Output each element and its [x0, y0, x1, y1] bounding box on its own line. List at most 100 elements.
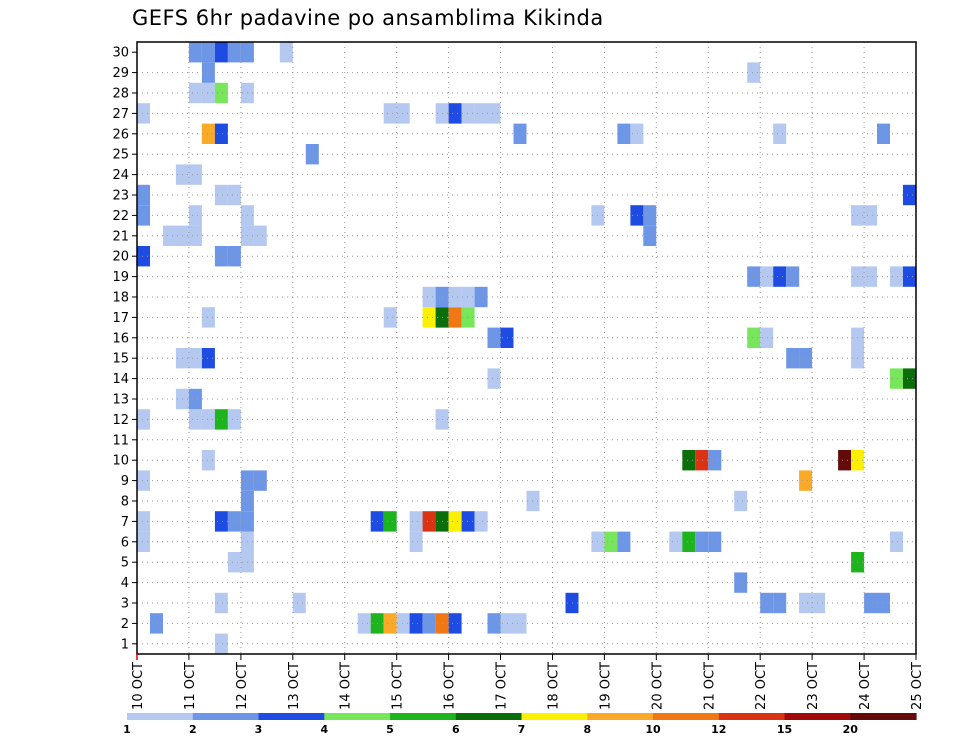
colorbar-label: 12	[711, 723, 726, 736]
heatmap-cell	[253, 470, 267, 491]
y-tick-label: 15	[112, 352, 129, 367]
x-tick-label: 18 OCT	[547, 662, 562, 710]
colorbar-segment	[324, 713, 391, 720]
colorbar-label: 5	[386, 723, 394, 736]
heatmap-cell	[461, 511, 475, 532]
y-tick-label: 28	[112, 87, 129, 102]
y-tick-label: 4	[121, 576, 129, 591]
colorbar: 1 2 3 4 5 6 7 8 10 12 15 20	[123, 713, 917, 736]
colorbar-label: 8	[583, 723, 591, 736]
x-tick-label: 24 OCT	[858, 662, 873, 710]
y-tick-label: 8	[121, 495, 129, 510]
heatmap-cell	[747, 62, 761, 83]
heatmap-cell	[253, 225, 267, 246]
heatmap-cell	[487, 327, 501, 348]
y-tick-label: 12	[112, 413, 129, 428]
heatmap-cell	[201, 42, 215, 63]
heatmap-cell	[357, 613, 371, 634]
gridlines	[137, 42, 916, 654]
heatmap-cell	[214, 511, 228, 532]
colorbar-segment	[455, 713, 523, 720]
heatmap-cell	[201, 307, 215, 328]
heatmap-cell	[188, 225, 202, 246]
heatmap-cell	[448, 103, 462, 124]
y-tick-label: 25	[112, 148, 129, 163]
y-tick-label: 14	[112, 372, 129, 387]
heatmap-cell	[292, 592, 306, 614]
heatmap-cell	[279, 42, 293, 63]
colorbar-segment	[390, 713, 457, 720]
heatmap-cell	[137, 103, 150, 124]
heatmap-cell	[150, 613, 163, 634]
chart-title: GEFS 6hr padavine po ansamblima Kikinda	[132, 6, 604, 30]
colorbar-label: 4	[320, 723, 328, 736]
heatmap-cell	[188, 42, 202, 63]
y-tick-label: 29	[112, 66, 129, 81]
x-tick-label: 25 OCT	[910, 662, 925, 710]
heatmap-cell	[409, 613, 423, 634]
heatmap-cell	[461, 286, 475, 308]
x-tick-label: 16 OCT	[443, 662, 458, 710]
heatmap-cell	[773, 592, 787, 614]
heatmap-cell	[812, 592, 826, 614]
heatmap-cell	[695, 531, 709, 552]
heatmap-cell	[227, 552, 241, 573]
heatmap-cell	[214, 592, 228, 614]
y-tick-label: 9	[121, 474, 129, 489]
heatmap-cell	[643, 205, 657, 226]
heatmap-cell	[617, 531, 631, 552]
heatmap-cell	[214, 123, 228, 144]
x-tick-label: 22 OCT	[754, 662, 769, 710]
colorbar-segment	[127, 713, 194, 720]
y-tick-label: 1	[121, 637, 129, 652]
heatmap-cell	[137, 205, 150, 226]
heatmap-cell	[396, 103, 410, 124]
heatmap-cell	[214, 82, 228, 104]
heatmap-cell	[227, 184, 241, 206]
heatmap-cell	[396, 613, 410, 634]
y-tick-label: 22	[112, 209, 129, 224]
y-tick-label: 27	[112, 107, 129, 122]
heatmap-cell	[227, 511, 241, 532]
colorbar-label: 10	[645, 723, 661, 736]
colorbar-segment	[784, 713, 851, 720]
x-tick-label: 21 OCT	[702, 662, 717, 710]
heatmap-cell	[682, 450, 696, 471]
y-tick-label: 16	[112, 331, 129, 346]
heatmap-cell	[448, 286, 462, 308]
heatmap-cell	[201, 450, 215, 471]
x-tick-label: 11 OCT	[183, 662, 198, 710]
heatmap-cell	[461, 307, 475, 328]
x-tick-label: 13 OCT	[287, 662, 302, 710]
heatmap-cell	[214, 246, 228, 267]
colorbar-label: 6	[452, 723, 460, 736]
heatmap-cell	[513, 123, 527, 144]
heatmap-cell	[799, 348, 813, 369]
x-tick-label: 10 OCT	[131, 662, 146, 710]
heatmap-cell	[890, 266, 903, 287]
heatmap-cell	[747, 327, 761, 348]
heatmap-cells	[137, 42, 916, 654]
heatmap-cell	[137, 531, 150, 552]
heatmap-cell	[137, 409, 150, 430]
heatmap-cell	[448, 307, 462, 328]
heatmap-cell	[383, 103, 397, 124]
heatmap-cell	[734, 490, 748, 512]
heatmap-cell	[630, 123, 644, 144]
y-tick-label: 21	[112, 229, 129, 244]
heatmap-cell	[240, 42, 254, 63]
heatmap-cell	[487, 103, 501, 124]
heatmap-cell	[643, 225, 657, 246]
x-tick-label: 19 OCT	[598, 662, 613, 710]
y-tick-label: 13	[112, 393, 129, 408]
heatmap-cell	[214, 184, 228, 206]
y-tick-label: 6	[121, 535, 129, 550]
heatmap-cell	[383, 511, 397, 532]
colorbar-label: 20	[843, 723, 859, 736]
heatmap-cell	[864, 592, 878, 614]
heatmap-cell	[838, 450, 852, 471]
colorbar-segment	[718, 713, 786, 720]
heatmap-cell	[409, 531, 423, 552]
heatmap-cell	[760, 327, 774, 348]
